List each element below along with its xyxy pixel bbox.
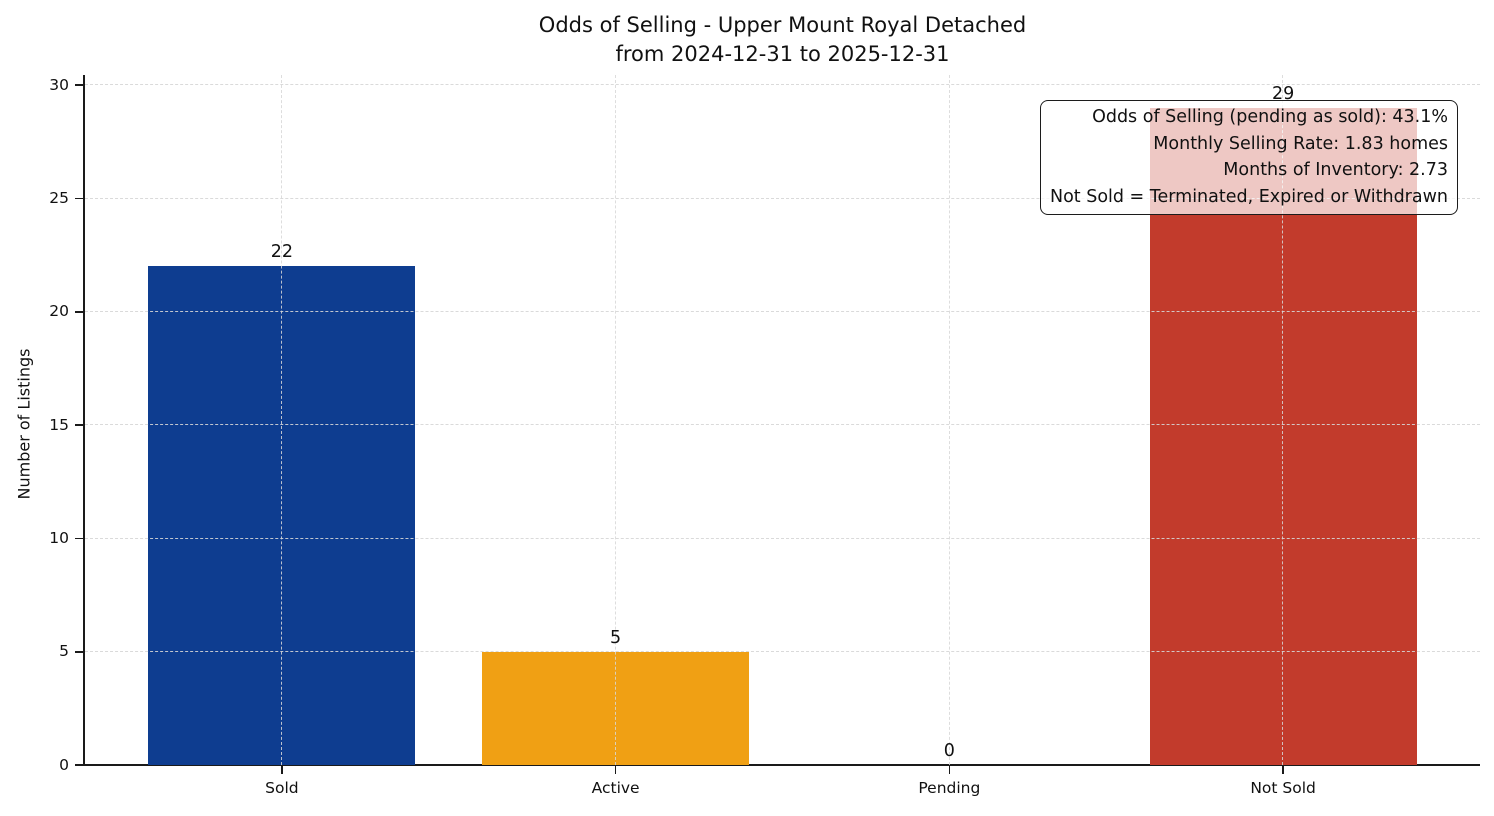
gridline xyxy=(281,75,283,765)
gridline xyxy=(85,197,1480,199)
y-tick xyxy=(75,197,84,200)
y-tick xyxy=(75,537,84,540)
annotation-monthly-selling-rate: Monthly Selling Rate: 1.83 homes xyxy=(1153,133,1448,154)
gridline xyxy=(614,75,616,765)
bar-value-label: 0 xyxy=(943,741,955,761)
bar-value-label: 22 xyxy=(270,242,294,263)
gridline xyxy=(1282,75,1284,765)
plot-area: 0 5 10 15 20 25 30 22 Sold 5 Active 0 Pending 29 Not S… xyxy=(49,75,1481,797)
bar-value-label: 29 xyxy=(1271,83,1295,104)
y-tick xyxy=(75,84,84,87)
gridline xyxy=(85,84,1480,86)
y-tick xyxy=(75,764,84,766)
annotation-odds-of-selling: Odds of Selling (pending as sold): 43.1% xyxy=(1092,107,1448,127)
gridline xyxy=(85,311,1480,313)
x-tick xyxy=(948,765,951,774)
y-tick xyxy=(75,650,84,653)
annotation-months-of-inventory: Months of Inventory: 2.73 xyxy=(1223,160,1448,180)
gridline xyxy=(85,650,1480,652)
gridline xyxy=(948,75,950,765)
y-tick-label: 30 xyxy=(49,75,69,94)
y-axis-spine xyxy=(83,75,85,766)
y-tick xyxy=(75,310,84,313)
chart-title: Odds of Selling - Upper Mount Royal Deta… xyxy=(85,11,1480,69)
x-tick xyxy=(614,765,617,774)
x-tick xyxy=(1282,765,1284,774)
y-tick-label: 25 xyxy=(49,188,69,207)
gridline xyxy=(85,537,1480,539)
stats-annotation-box: Odds of Selling (pending as sold): 43.1%… xyxy=(1039,100,1458,215)
x-tick xyxy=(281,765,283,774)
y-tick-label: 0 xyxy=(59,755,69,774)
x-tick-label: Sold xyxy=(265,779,299,797)
y-tick-label: 15 xyxy=(49,415,69,434)
x-tick-label: Active xyxy=(591,779,640,797)
y-tick-label: 5 xyxy=(59,642,69,661)
annotation-not-sold-definition: Not Sold = Terminated, Expired or Withdr… xyxy=(1049,186,1448,207)
y-tick xyxy=(75,424,84,426)
x-axis-spine xyxy=(83,764,1481,766)
x-tick-label: Not Sold xyxy=(1250,779,1316,797)
chart-title-line1: Odds of Selling - Upper Mount Royal Deta… xyxy=(538,13,1027,37)
bar-value-label: 5 xyxy=(610,627,622,648)
y-tick-label: 20 xyxy=(49,302,69,321)
chart-title-line2: from 2024-12-31 to 2025-12-31 xyxy=(615,42,950,66)
y-tick-label: 10 xyxy=(49,528,69,547)
x-tick-label: Pending xyxy=(918,779,981,797)
gridline xyxy=(85,424,1480,426)
